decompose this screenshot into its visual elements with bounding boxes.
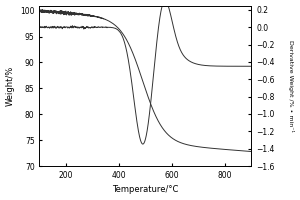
X-axis label: Temperature/°C: Temperature/°C <box>112 185 178 194</box>
Y-axis label: Derivative Weight /% • min⁻¹: Derivative Weight /% • min⁻¹ <box>288 40 294 132</box>
Y-axis label: Weight/%: Weight/% <box>6 66 15 106</box>
